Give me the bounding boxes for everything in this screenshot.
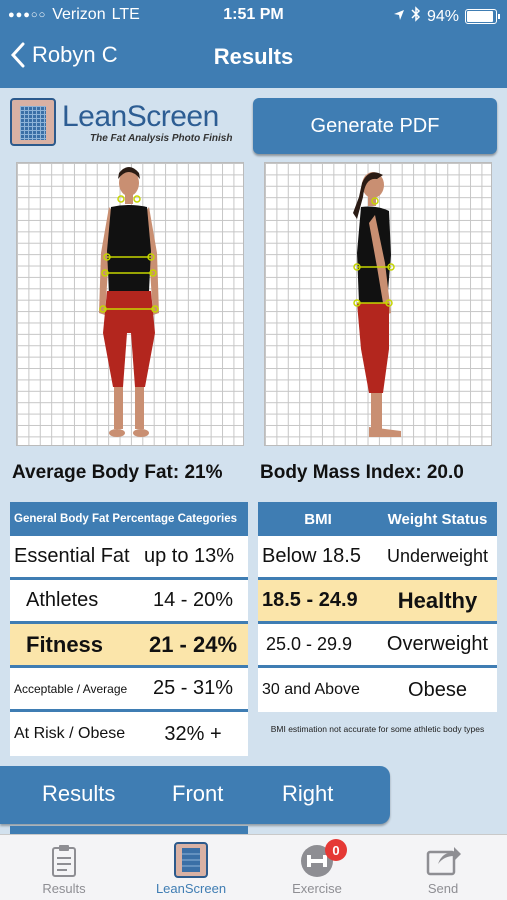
segment-right[interactable]: Right xyxy=(282,781,334,806)
average-body-fat-label: Average Body Fat: 21% xyxy=(12,462,223,483)
location-icon xyxy=(393,8,405,26)
battery-icon xyxy=(465,9,500,24)
weight-status: Healthy xyxy=(397,587,478,613)
tab-exercise[interactable]: 0 Exercise xyxy=(267,839,367,896)
logo-name: LeanScreen xyxy=(62,99,219,133)
bmi-range: Below 18.5 xyxy=(262,545,361,567)
bmi-range: 18.5 - 24.9 xyxy=(262,589,358,611)
table-row: Below 18.5 Underweight xyxy=(258,536,497,580)
table-row: At Risk / Obese 32% + xyxy=(10,712,248,756)
table-row: 30 and Above Obese xyxy=(258,668,497,712)
tab-leanscreen[interactable]: LeanScreen xyxy=(141,839,241,896)
weight-status: Underweight xyxy=(386,546,489,566)
side-body-photo[interactable] xyxy=(264,162,492,446)
tab-bar: Results LeanScreen 0 Exercise Send xyxy=(0,834,507,900)
side-figure-illustration xyxy=(353,172,401,437)
bmi-range: 25.0 - 29.9 xyxy=(266,634,353,654)
tab-label: Send xyxy=(427,881,459,896)
status-bar: ●●●○○ Verizon LTE 1:51 PM 94% xyxy=(0,0,507,30)
tab-label: Exercise xyxy=(292,881,342,896)
bmi-table: BMI Weight Status Below 18.5 Underweight… xyxy=(258,502,497,712)
weight-status-column-header: Weight Status xyxy=(387,510,488,528)
logo-tagline: The Fat Analysis Photo Finish xyxy=(90,132,233,144)
category-label: Fitness xyxy=(26,631,104,657)
body-fat-table-header: General Body Fat Percentage Categories xyxy=(10,502,248,536)
bmi-table-header: BMI Weight Status xyxy=(258,502,497,536)
body-fat-categories-table: General Body Fat Percentage Categories E… xyxy=(10,502,248,756)
weight-status: Overweight xyxy=(386,633,489,655)
view-segmented-control: Results Front Right xyxy=(0,766,390,824)
table-row: 25.0 - 29.9 Overweight xyxy=(258,624,497,668)
table-row-highlighted: Fitness 21 - 24% xyxy=(10,624,248,668)
table-row: Athletes 14 - 20% xyxy=(10,580,248,624)
category-label: Essential Fat xyxy=(14,545,130,567)
category-range: up to 13% xyxy=(144,545,235,567)
share-icon xyxy=(393,839,493,881)
category-range: 32% + xyxy=(164,722,222,745)
category-label: Athletes xyxy=(26,589,99,611)
battery-level-fill xyxy=(467,11,494,22)
bmi-column-header: BMI xyxy=(304,510,332,528)
category-range: 21 - 24% xyxy=(148,631,238,657)
category-range: 14 - 20% xyxy=(152,589,234,611)
tab-label: LeanScreen xyxy=(155,881,227,896)
leanscreen-logo: LeanScreen The Fat Analysis Photo Finish xyxy=(10,96,235,148)
tab-label: Results xyxy=(42,881,86,896)
table-row-highlighted: 18.5 - 24.9 Healthy xyxy=(258,580,497,624)
leanscreen-icon xyxy=(141,839,241,881)
battery-percent: 94% xyxy=(426,7,459,25)
dumbbell-icon: 0 xyxy=(267,839,367,881)
table-row: Essential Fat up to 13% xyxy=(10,536,248,580)
back-button[interactable]: Robyn C xyxy=(10,42,118,68)
navigation-bar: Robyn C Results xyxy=(0,30,507,88)
exercise-badge: 0 xyxy=(325,839,347,861)
table-peek-edge xyxy=(10,826,248,834)
front-figure-illustration xyxy=(99,167,159,437)
tab-results[interactable]: Results xyxy=(14,839,114,896)
generate-pdf-button[interactable]: Generate PDF xyxy=(253,98,497,154)
bluetooth-icon xyxy=(411,6,421,27)
status-icons: 94% xyxy=(393,6,500,27)
table-row: Acceptable / Average 25 - 31% xyxy=(10,668,248,712)
signal-strength-icon: ●●●○○ xyxy=(8,9,47,21)
carrier-info: ●●●○○ Verizon LTE xyxy=(8,6,140,24)
results-content: LeanScreen The Fat Analysis Photo Finish… xyxy=(0,88,507,834)
tab-send[interactable]: Send xyxy=(393,839,493,896)
network-type: LTE xyxy=(111,6,140,23)
segment-front[interactable]: Front xyxy=(172,781,224,806)
carrier-name: Verizon xyxy=(52,6,106,23)
body-mass-index-label: Body Mass Index: 20.0 xyxy=(260,462,464,483)
category-label: At Risk / Obese xyxy=(14,725,126,742)
chevron-left-icon xyxy=(10,42,25,68)
category-range: 25 - 31% xyxy=(152,677,234,699)
bmi-disclaimer: BMI estimation not accurate for some ath… xyxy=(270,724,485,734)
back-button-label: Robyn C xyxy=(32,42,118,67)
weight-status: Obese xyxy=(408,678,467,701)
clipboard-icon xyxy=(14,839,114,881)
front-body-photo[interactable] xyxy=(16,162,244,446)
bmi-range: 30 and Above xyxy=(262,681,360,698)
logo-mark-icon xyxy=(10,98,56,146)
category-label: Acceptable / Average xyxy=(14,681,128,696)
clock: 1:51 PM xyxy=(223,6,284,23)
segment-results[interactable]: Results xyxy=(42,781,116,806)
